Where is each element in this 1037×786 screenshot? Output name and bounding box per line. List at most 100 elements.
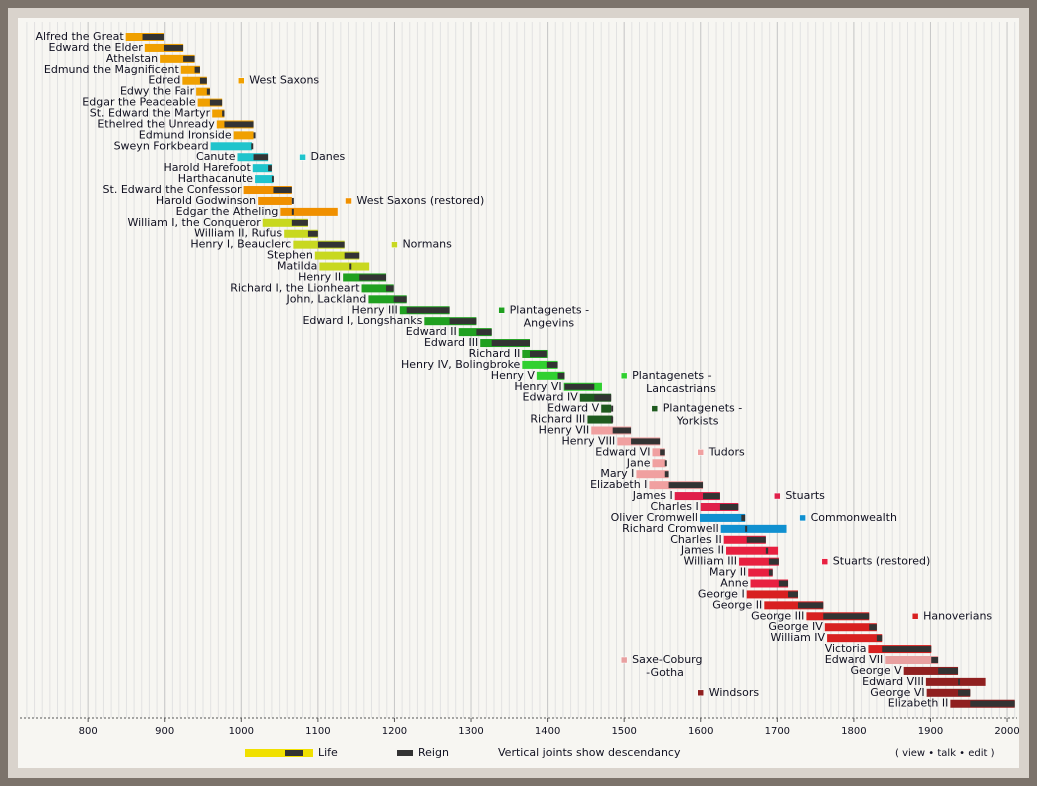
reign-bar [393,296,407,303]
legend-note: Vertical joints show descendancy [498,746,681,759]
x-tick-label: 1900 [918,726,943,737]
dynasty-label: Plantagenets - [510,303,589,316]
monarch-name: John, Lackland [285,292,366,305]
life-bar [674,492,720,501]
dynasty-label: Angevins [524,316,575,329]
life-bar [182,76,207,85]
reign-bar [142,34,164,40]
dynasty-label: Commonwealth [811,511,897,524]
dynasty-label: Normans [402,238,452,251]
reign-bar [788,591,798,598]
reign-bar [765,547,769,554]
dynasty-label: Danes [311,150,346,163]
life-bar [591,426,632,435]
dynasty-swatch [391,241,398,248]
life-bar [319,262,370,271]
monarch-name: Richard II [469,347,521,360]
reign-bar [557,372,565,379]
monarch-name: Sweyn Forkbeard [114,139,209,152]
dynasty-swatch [911,613,919,620]
dynasty-label: Plantagenets - [632,369,711,382]
monarch-name: Charles I [651,500,699,513]
reign-bar [291,208,294,215]
life-bar [210,142,253,151]
x-tick-label: 1100 [305,726,330,737]
life-bar [361,284,394,293]
reign-bar [222,110,225,117]
reign-bar [183,55,195,62]
legend-reign-swatch [397,750,413,756]
reign-bar [529,350,547,357]
monarch-name: Henry III [352,303,398,316]
life-bar [144,43,184,52]
monarch-name: Edmund the Magnificent [44,63,180,76]
dynasty-swatch [821,558,829,565]
monarch-name: James I [632,489,673,502]
monarch-name: William IV [771,631,826,644]
monarch-name: Mary II [709,566,746,579]
reign-bar [564,383,595,390]
reign-bar [307,230,318,237]
monarch-name: William I, the Conqueror [127,216,261,229]
monarch-name: Edward VII [825,653,884,666]
reign-bar [386,285,394,292]
monarch-name: Oliver Cromwell [611,511,698,524]
reign-bar [199,77,207,84]
monarch-name: Richard Cromwell [622,522,719,535]
monarch-name: Edmund Ironside [139,128,232,141]
dynasty-swatch [620,656,628,664]
monarch-name: Ethelred the Unready [97,117,215,130]
reign-bar [253,132,256,139]
dynasty-swatch [299,153,306,161]
monarch-name: Richard III [530,413,585,426]
life-bar [258,196,292,205]
life-bar [827,634,883,643]
legend-life-label: Life [318,746,338,759]
monarch-name: Harthacanute [178,172,254,185]
life-bar [280,207,338,216]
reign-bar [273,187,292,194]
monarch-name: George VI [870,686,924,699]
x-tick-label: 1700 [765,726,790,737]
monarch-name: George I [698,587,745,600]
reign-bar [970,700,1015,707]
x-tick-label: 1300 [458,726,483,737]
life-bar [764,601,824,610]
dynasty-label: West Saxons (restored) [357,194,485,207]
monarch-name: Edward V [547,402,599,415]
monarch-name: Stephen [267,249,313,262]
reign-bar [664,471,669,478]
reign-bar [271,176,274,183]
monarch-name: Edgar the Peaceable [82,96,196,109]
monarch-name: Edward I, Longshanks [302,314,422,327]
dynasty-label: Lancastrians [646,382,716,395]
reign-bar [611,416,614,423]
reign-bar [631,438,661,445]
reign-bar [719,503,739,510]
life-bar [522,360,558,369]
monarch-name: Edward II [406,325,457,338]
reign-bar [611,405,614,412]
x-tick-label: 1200 [382,726,407,737]
life-bar [536,371,565,380]
dynasty-swatch [345,197,352,205]
reign-bar [660,449,665,456]
monarch-name: Harold Godwinson [156,194,256,207]
legend-life-swatch [245,749,313,757]
monarch-name: George II [712,598,762,611]
life-bar [699,513,746,522]
dynasty-swatch [697,689,704,697]
life-bar [903,666,959,675]
monarch-name: St. Edward the Martyr [90,107,211,120]
reign-bar [206,88,210,95]
life-bar [252,164,272,173]
reign-bar [317,241,345,248]
life-bar [180,65,200,74]
monarch-name: Richard I, the Lionheart [230,281,360,294]
reign-bar [163,44,184,51]
monarch-name: Canute [196,150,236,163]
reign-bar [931,657,939,664]
monarch-name: Edward VI [595,445,650,458]
monarch-name: Edward IV [523,391,579,404]
monarch-name: Edward the Elder [49,41,144,54]
